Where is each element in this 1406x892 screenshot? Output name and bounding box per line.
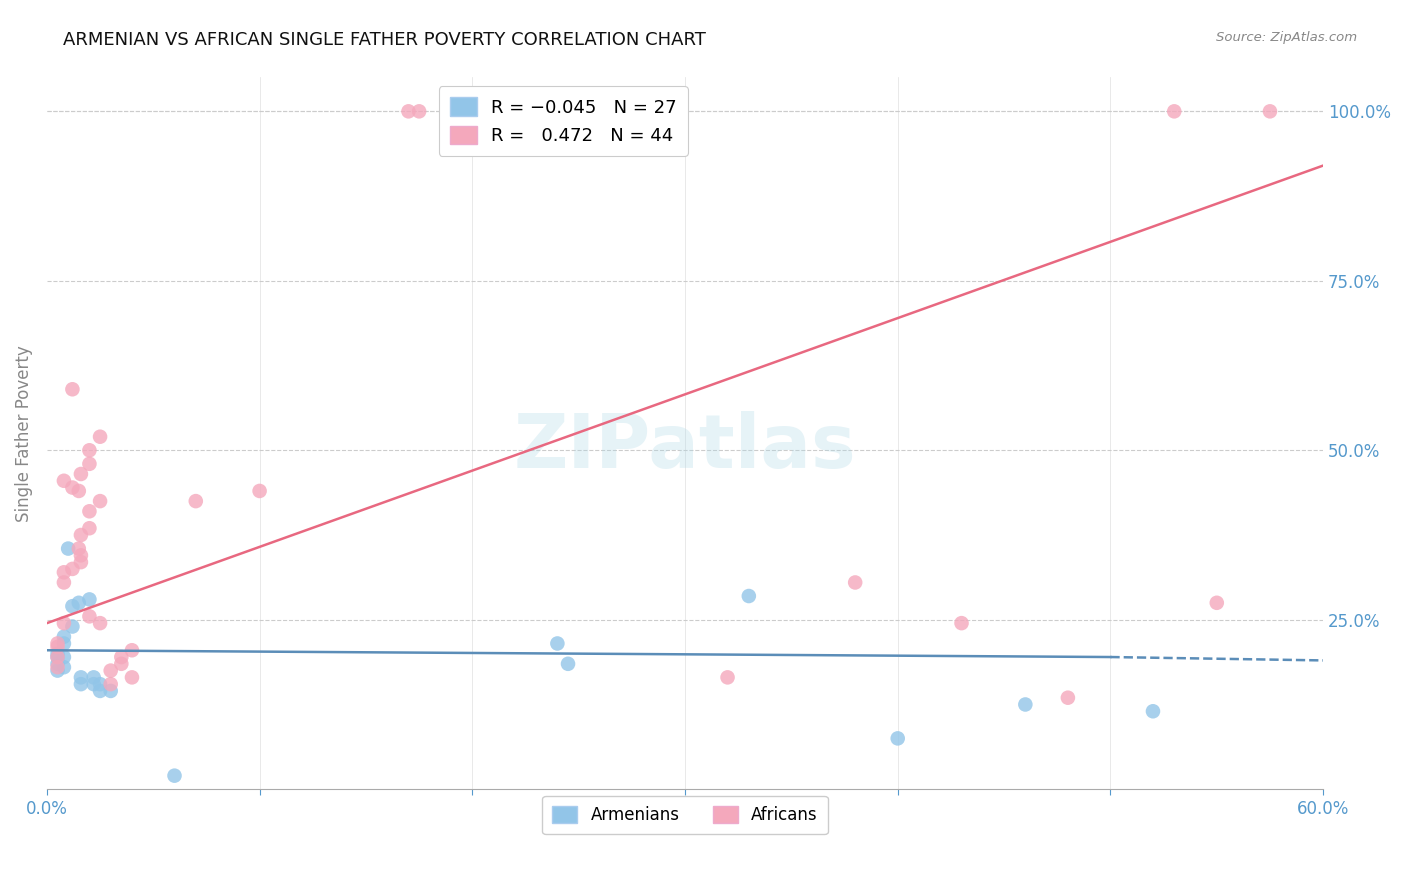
Point: [1163, 104, 1185, 119]
Point: [52, 566, 75, 580]
Point: [46, 664, 69, 678]
Point: [100, 677, 122, 691]
Point: [56, 541, 79, 556]
Point: [121, 643, 143, 657]
Point: [52, 474, 75, 488]
Point: [70, 549, 93, 563]
Point: [46, 636, 69, 650]
Point: [67, 541, 90, 556]
Point: [83, 670, 105, 684]
Point: [70, 677, 93, 691]
Point: [46, 647, 69, 661]
Point: [716, 670, 738, 684]
Point: [52, 650, 75, 665]
Point: [46, 640, 69, 654]
Point: [589, 104, 612, 119]
Point: [62, 619, 84, 633]
Point: [62, 481, 84, 495]
Point: [844, 575, 866, 590]
Point: [79, 609, 101, 624]
Point: [46, 660, 69, 674]
Point: [950, 616, 973, 631]
Point: [52, 636, 75, 650]
Point: [70, 528, 93, 542]
Point: [89, 494, 111, 508]
Point: [89, 684, 111, 698]
Point: [89, 616, 111, 631]
Point: [163, 769, 186, 783]
Point: [70, 670, 93, 684]
Point: [557, 657, 579, 671]
Point: [62, 562, 84, 576]
Point: [79, 457, 101, 471]
Point: [1142, 704, 1164, 718]
Point: [110, 657, 132, 671]
Point: [46, 650, 69, 665]
Point: [89, 430, 111, 444]
Text: ZIPatlas: ZIPatlas: [513, 411, 856, 484]
Point: [886, 731, 908, 746]
Y-axis label: Single Father Poverty: Single Father Poverty: [15, 345, 32, 522]
Point: [89, 677, 111, 691]
Point: [67, 596, 90, 610]
Point: [70, 467, 93, 481]
Point: [62, 382, 84, 396]
Point: [100, 664, 122, 678]
Point: [46, 650, 69, 665]
Point: [100, 684, 122, 698]
Text: ARMENIAN VS AFRICAN SINGLE FATHER POVERTY CORRELATION CHART: ARMENIAN VS AFRICAN SINGLE FATHER POVERT…: [63, 31, 706, 49]
Point: [52, 630, 75, 644]
Point: [46, 657, 69, 671]
Point: [249, 483, 271, 498]
Point: [110, 650, 132, 665]
Point: [52, 660, 75, 674]
Point: [79, 443, 101, 458]
Point: [1057, 690, 1080, 705]
Point: [546, 636, 568, 650]
Point: [70, 555, 93, 569]
Point: [738, 589, 761, 603]
Point: [1014, 698, 1036, 712]
Point: [83, 677, 105, 691]
Point: [79, 521, 101, 535]
Point: [79, 592, 101, 607]
Point: [1205, 596, 1227, 610]
Point: [1258, 104, 1281, 119]
Point: [62, 599, 84, 614]
Legend: Armenians, Africans: Armenians, Africans: [543, 796, 828, 834]
Point: [408, 104, 430, 119]
Point: [52, 616, 75, 631]
Point: [398, 104, 420, 119]
Text: Source: ZipAtlas.com: Source: ZipAtlas.com: [1216, 31, 1357, 45]
Point: [79, 504, 101, 518]
Point: [121, 670, 143, 684]
Point: [52, 575, 75, 590]
Point: [184, 494, 207, 508]
Point: [67, 483, 90, 498]
